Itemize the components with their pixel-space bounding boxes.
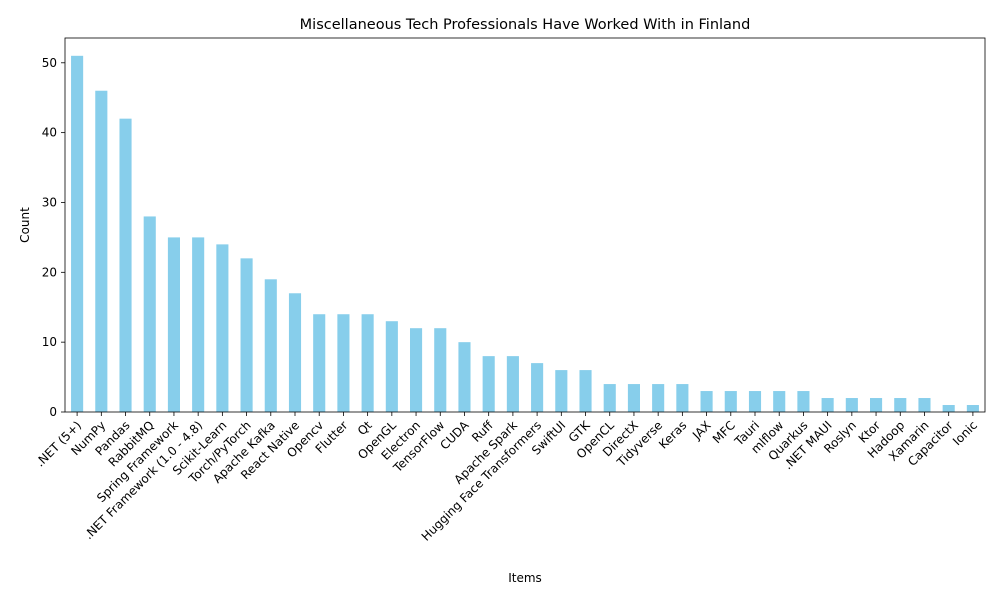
bar [942,405,955,412]
bar [797,391,810,412]
bars-group [71,55,979,413]
y-tick-label: 40 [42,126,57,140]
x-tick-label: JAX [689,418,714,443]
plot-frame [64,37,986,413]
bar [603,384,616,412]
bar [894,398,907,412]
bar [627,384,640,412]
bar [870,398,883,412]
x-tick-label: MFC [710,418,738,446]
bar [555,370,568,412]
bar [192,237,205,412]
bar [482,356,495,412]
y-tick-label: 50 [42,56,57,70]
y-tick-label: 10 [42,335,57,349]
y-axis-label: Count [18,207,32,243]
y-tick-label: 20 [42,265,57,279]
bar [821,398,834,412]
bar [748,391,762,412]
bar [264,279,277,412]
bar [724,391,737,412]
bar [313,314,326,412]
bar [337,314,350,412]
bar [652,384,665,412]
bar [71,55,84,413]
bar [458,342,471,412]
bar [773,391,786,412]
bar [579,370,592,412]
y-tick-label: 0 [49,405,57,419]
x-tick-label: Keras [656,418,689,451]
bar [119,118,132,413]
bar [918,398,931,412]
bar [845,398,858,412]
bar [143,216,156,412]
bar [506,356,519,412]
bar [385,321,398,412]
bar [288,293,302,412]
x-axis-label: Items [508,571,542,585]
bar [167,237,180,412]
bar [434,328,447,412]
bar [361,314,374,412]
bar [216,244,229,412]
bar [95,90,108,412]
bar [676,384,689,412]
bar [240,258,253,412]
chart-title: Miscellaneous Tech Professionals Have Wo… [300,17,751,33]
x-tick-label: Ionic [950,418,980,448]
bar [966,405,979,412]
y-tick-label: 30 [42,195,57,209]
bar [700,391,713,412]
x-tick-label: CUDA [437,418,472,453]
bar [531,363,544,412]
bar [410,328,423,412]
